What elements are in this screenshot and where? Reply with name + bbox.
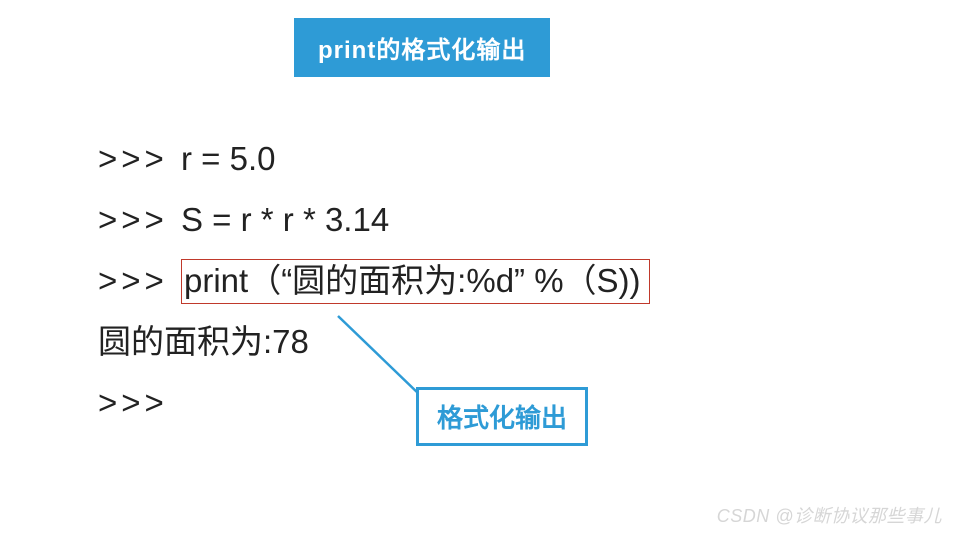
title-badge: print的格式化输出 xyxy=(294,18,550,77)
highlighted-print-call: print（“圆的面积为:%d” %（S)) xyxy=(181,259,650,304)
code-line-3: >>> print（“圆的面积为:%d” %（S)) xyxy=(98,250,650,311)
prompt: >>> xyxy=(98,201,168,238)
code-line-2: >>> S = r * r * 3.14 xyxy=(98,189,650,250)
prompt: >>> xyxy=(98,262,168,299)
code-text: S = r * r * 3.14 xyxy=(181,201,389,238)
prompt: >>> xyxy=(98,140,168,177)
annotation-badge: 格式化输出 xyxy=(416,387,588,446)
code-output: 圆的面积为:78 xyxy=(98,311,650,372)
watermark: CSDN @诊断协议那些事儿 xyxy=(717,502,942,528)
code-line-1: >>> r = 5.0 xyxy=(98,128,650,189)
code-text: r = 5.0 xyxy=(181,140,275,177)
prompt: >>> xyxy=(98,384,168,421)
